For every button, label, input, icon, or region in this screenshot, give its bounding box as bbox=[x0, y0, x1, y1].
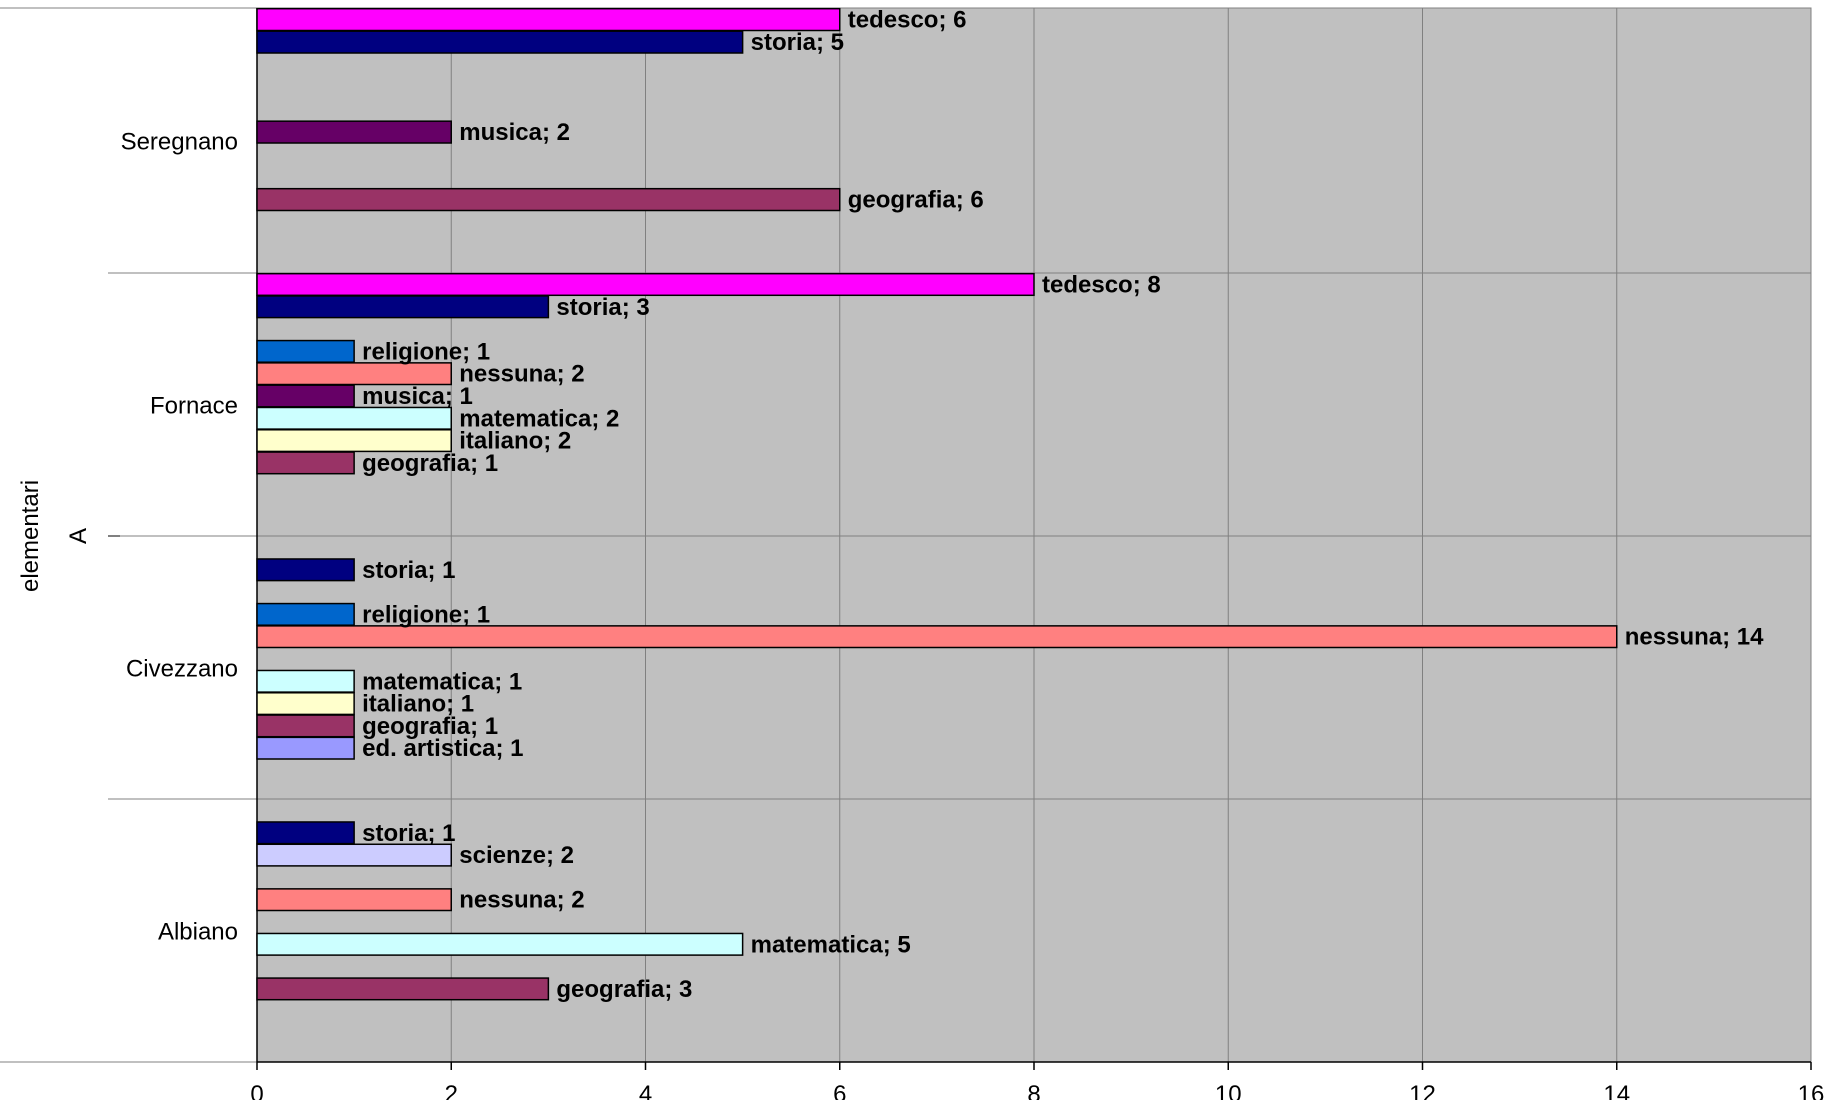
data-label: nessuna; 2 bbox=[459, 887, 584, 914]
data-label: ed. artistica; 1 bbox=[362, 735, 523, 762]
data-label: musica; 2 bbox=[459, 119, 570, 146]
x-tick-label: 2 bbox=[445, 1081, 458, 1100]
bar bbox=[256, 187, 841, 212]
bar bbox=[256, 558, 355, 582]
bar bbox=[256, 843, 452, 867]
y-axis-title-inner: A bbox=[65, 528, 92, 544]
data-label: geografia; 1 bbox=[362, 450, 498, 477]
bar bbox=[256, 451, 355, 475]
data-label: storia; 1 bbox=[362, 557, 455, 584]
data-label: matematica; 5 bbox=[751, 931, 911, 958]
x-tick-label: 16 bbox=[1798, 1081, 1825, 1100]
data-label: geografia; 6 bbox=[848, 187, 984, 214]
bar bbox=[256, 736, 355, 760]
data-label: italiano; 1 bbox=[362, 691, 474, 718]
bar bbox=[256, 30, 744, 54]
data-label: nessuna; 14 bbox=[1625, 624, 1764, 651]
bar bbox=[256, 714, 355, 738]
bar bbox=[256, 406, 452, 430]
x-tick-label: 10 bbox=[1215, 1081, 1242, 1100]
data-label: scienze; 2 bbox=[459, 842, 574, 869]
category-label: Seregnano bbox=[121, 129, 238, 156]
bar bbox=[256, 295, 550, 319]
data-label: matematica; 2 bbox=[459, 405, 619, 432]
data-label: nessuna; 2 bbox=[459, 361, 584, 388]
x-tick-label: 14 bbox=[1603, 1081, 1630, 1100]
data-label: storia; 5 bbox=[751, 29, 844, 56]
bar bbox=[256, 384, 355, 408]
x-tick-label: 4 bbox=[639, 1081, 652, 1100]
data-label: italiano; 2 bbox=[459, 428, 571, 455]
x-tick-label: 6 bbox=[833, 1081, 846, 1100]
bar bbox=[256, 339, 355, 363]
bar bbox=[256, 429, 452, 453]
data-label: storia; 1 bbox=[362, 820, 455, 847]
x-tick-label: 8 bbox=[1027, 1081, 1040, 1100]
bar bbox=[256, 669, 355, 693]
data-label: geografia; 3 bbox=[556, 976, 692, 1003]
bar bbox=[256, 362, 452, 386]
data-label: musica; 1 bbox=[362, 383, 473, 410]
data-label: tedesco; 6 bbox=[848, 7, 967, 34]
data-label: tedesco; 8 bbox=[1042, 271, 1161, 298]
data-label: religione; 1 bbox=[362, 601, 490, 628]
bar bbox=[256, 977, 550, 1001]
category-label: Fornace bbox=[150, 393, 238, 420]
bar bbox=[256, 7, 841, 32]
x-tick-label: 0 bbox=[250, 1081, 263, 1100]
bar bbox=[256, 821, 355, 845]
bar bbox=[256, 625, 1618, 649]
y-axis-title-outer: elementari bbox=[17, 480, 44, 592]
data-label: geografia; 1 bbox=[362, 713, 498, 740]
x-tick-label: 12 bbox=[1409, 1081, 1436, 1100]
data-label: storia; 3 bbox=[556, 294, 649, 321]
bar bbox=[256, 692, 355, 716]
data-label: religione; 1 bbox=[362, 338, 490, 365]
bar bbox=[256, 602, 355, 626]
bar bbox=[256, 932, 744, 956]
category-label: Albiano bbox=[158, 919, 238, 946]
bar bbox=[256, 888, 452, 912]
bar bbox=[256, 120, 452, 144]
data-label: matematica; 1 bbox=[362, 668, 522, 695]
category-label: Civezzano bbox=[126, 656, 238, 683]
bar bbox=[256, 272, 1035, 297]
